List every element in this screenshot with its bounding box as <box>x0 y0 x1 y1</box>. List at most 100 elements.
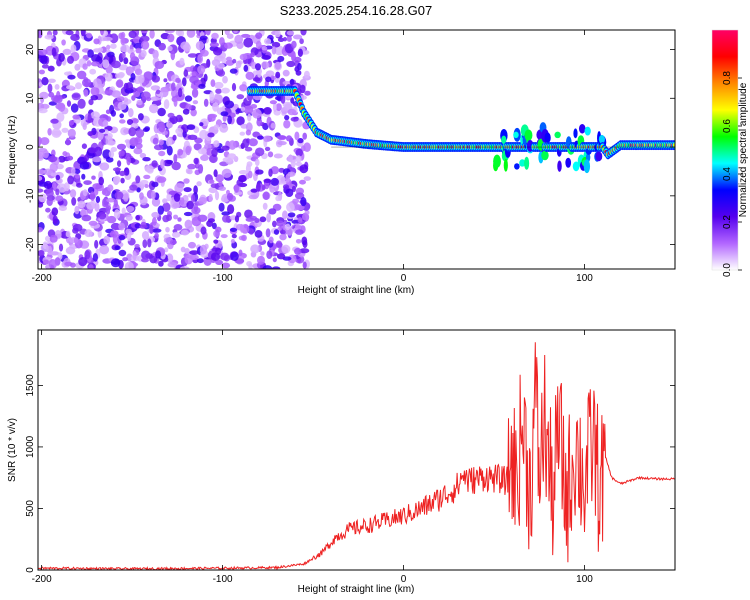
noise-cell <box>143 174 151 180</box>
noise-cell <box>66 85 74 90</box>
noise-cell <box>173 97 178 107</box>
noise-cell <box>106 197 116 203</box>
noise-cell <box>180 246 186 253</box>
noise-cell <box>215 259 224 265</box>
x-tick-label: 0 <box>401 574 407 585</box>
y-tick-label: -20 <box>25 237 36 252</box>
x-tick-label: -200 <box>32 574 52 585</box>
noise-cell <box>271 266 281 269</box>
noise-cell <box>286 60 296 68</box>
noise-cell <box>282 210 288 220</box>
noise-cell <box>183 69 189 77</box>
noise-cell <box>113 209 121 219</box>
noise-cell <box>257 135 264 140</box>
noise-cell <box>102 59 110 69</box>
noise-cell <box>68 120 75 126</box>
noise-cell <box>299 38 304 45</box>
noise-cell <box>151 197 161 207</box>
noise-cell <box>241 234 247 242</box>
noise-cell <box>152 217 157 226</box>
noise-cell <box>245 71 255 80</box>
signal-scatter <box>524 129 533 142</box>
noise-cell <box>141 231 150 240</box>
noise-cell <box>175 30 183 36</box>
noise-cell <box>152 137 159 145</box>
noise-cell <box>290 97 295 104</box>
noise-cell <box>276 220 284 227</box>
noise-cell <box>193 185 198 195</box>
noise-cell <box>266 212 271 223</box>
x-tick-label: 100 <box>576 574 593 585</box>
noise-cell <box>111 90 121 98</box>
noise-cell <box>183 178 190 184</box>
noise-cell <box>78 257 88 267</box>
noise-cell <box>283 37 287 42</box>
noise-cell <box>209 42 219 48</box>
noise-cell <box>84 250 91 260</box>
noise-cell <box>38 137 42 147</box>
noise-cell <box>230 251 239 261</box>
noise-cell <box>41 77 49 86</box>
noise-cell <box>179 102 188 109</box>
noise-cell <box>224 100 235 109</box>
noise-cell <box>260 251 265 256</box>
noise-cell <box>158 42 167 51</box>
noise-cell <box>121 207 126 215</box>
noise-cell <box>128 30 137 39</box>
noise-cell <box>40 54 48 65</box>
noise-cell <box>276 135 287 140</box>
noise-cell <box>42 149 49 159</box>
signal-scatter <box>578 123 586 134</box>
noise-cell <box>137 86 144 93</box>
noise-cell <box>47 128 52 136</box>
spectrogram-y-axis: -20 -10 0 10 20 <box>25 44 675 252</box>
noise-cell <box>279 233 287 241</box>
noise-cell <box>86 32 93 39</box>
noise-cell <box>99 207 108 214</box>
noise-cell <box>221 168 232 178</box>
noise-cell <box>299 164 309 174</box>
noise-cell <box>180 41 190 50</box>
noise-cell <box>283 119 291 129</box>
noise-cell <box>227 204 235 215</box>
noise-cell <box>118 150 125 157</box>
noise-cell <box>218 202 225 212</box>
noise-cell <box>98 176 104 186</box>
noise-cell <box>302 213 309 221</box>
noise-cell <box>38 49 48 56</box>
noise-cell <box>272 102 277 113</box>
snr-x-axis: -200 -100 0 100 <box>32 330 593 585</box>
noise-cell <box>302 132 308 140</box>
noise-cell <box>238 175 247 183</box>
noise-cell <box>287 254 297 264</box>
noise-cell <box>88 220 98 226</box>
noise-cell <box>187 53 198 58</box>
noise-cell <box>118 222 125 231</box>
noise-cell <box>301 236 308 246</box>
noise-cell <box>140 30 148 34</box>
noise-cell <box>182 108 190 115</box>
noise-cell <box>144 184 149 188</box>
noise-cell <box>257 69 262 78</box>
noise-cell <box>239 223 244 233</box>
noise-cell <box>272 220 277 228</box>
noise-cell <box>103 235 110 245</box>
noise-cell <box>171 82 176 91</box>
noise-cell <box>220 252 230 261</box>
colorbar-tick-label: 0.8 <box>722 71 733 85</box>
signal-scatter <box>565 157 572 168</box>
noise-cell <box>277 37 285 42</box>
noise-cell <box>126 156 131 166</box>
noise-cell <box>294 131 300 141</box>
noise-cell <box>87 131 94 137</box>
noise-cell <box>63 182 70 192</box>
noise-cell <box>139 179 149 186</box>
noise-cell <box>87 113 92 124</box>
noise-cell <box>89 191 96 201</box>
snr-panel: -200 -100 0 100 0 500 1000 1500 Height of stra… <box>7 329 676 595</box>
noise-cell <box>156 176 167 183</box>
spectrogram-noise <box>38 30 311 269</box>
noise-cell <box>55 195 64 202</box>
noise-cell <box>215 174 224 183</box>
noise-cell <box>125 228 132 235</box>
